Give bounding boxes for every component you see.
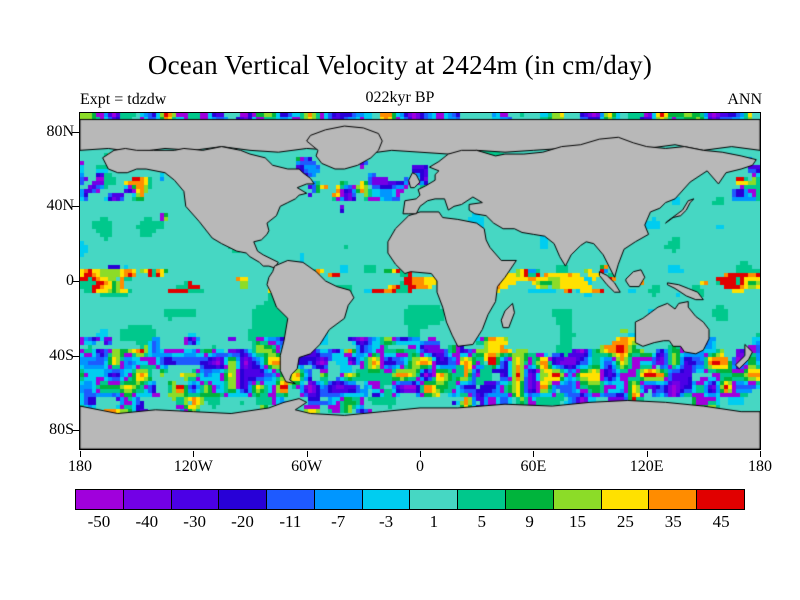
colorbar-tick-label: 45	[712, 512, 730, 531]
colorbar-cell	[76, 490, 124, 509]
x-tick-mark	[80, 451, 81, 457]
colorbar-cell	[410, 490, 459, 509]
x-tick-label: 60W	[291, 458, 323, 475]
colorbar-tick-label: -3	[378, 512, 394, 531]
colorbar-cell	[697, 490, 744, 509]
colorbar-tick-label: -30	[183, 512, 206, 531]
y-tick-label: 40S	[49, 346, 74, 364]
colorbar-tick-label: 25	[616, 512, 634, 531]
colorbar	[75, 489, 745, 510]
map-plot	[79, 112, 761, 450]
colorbar-tick-label: 35	[664, 512, 682, 531]
colorbar-tick-label: -7	[331, 512, 346, 531]
x-tick-mark	[306, 451, 308, 457]
colorbar-cell	[601, 490, 650, 509]
y-tick-label: 40N	[46, 197, 74, 215]
x-tick-mark	[533, 451, 535, 457]
x-tick-label: 0	[416, 458, 424, 475]
y-tick-label: 80N	[46, 122, 74, 140]
colorbar-tick-label: -11	[279, 512, 302, 531]
colorbar-cell	[458, 490, 507, 509]
y-tick-label: 80S	[49, 421, 74, 439]
y-tick-label: 0	[66, 272, 74, 289]
x-tick-mark	[760, 451, 761, 457]
x-tick-mark	[193, 451, 195, 457]
colorbar-cell	[506, 490, 554, 509]
x-tick-label: 180	[748, 458, 772, 475]
figure-title: Ocean Vertical Velocity at 2424m (in cm/…	[147, 50, 653, 80]
x-tick-mark	[420, 451, 421, 457]
season-label: ANN	[727, 91, 762, 108]
map-canvas	[80, 113, 760, 449]
x-tick-label: 60E	[520, 458, 547, 475]
time-label: 022kyr BP	[365, 89, 435, 106]
x-tick-mark	[646, 451, 648, 457]
y-tick-mark	[72, 281, 79, 282]
x-tick-label: 120W	[173, 458, 213, 475]
x-tick-label: 120E	[629, 458, 664, 475]
y-tick-mark	[72, 430, 79, 432]
colorbar-tick-label: 5	[477, 512, 487, 531]
colorbar-tick-label: -20	[231, 512, 254, 531]
colorbar-cell	[314, 490, 363, 509]
colorbar-cell	[219, 490, 268, 509]
colorbar-cell	[553, 490, 602, 509]
y-tick-mark	[72, 131, 79, 133]
experiment-label: Expt = tdzdw	[80, 91, 167, 108]
colorbar-tick-label: 1	[429, 512, 439, 531]
colorbar-cell	[123, 490, 172, 509]
colorbar-cell	[267, 490, 315, 509]
colorbar-tick-label: 15	[569, 512, 586, 531]
colorbar-cell	[171, 490, 220, 509]
colorbar-cell	[649, 490, 698, 509]
colorbar-tick-label: -40	[135, 512, 159, 531]
x-tick-label: 180	[68, 458, 92, 475]
colorbar-cell	[362, 490, 411, 509]
y-tick-mark	[72, 355, 79, 357]
colorbar-tick-label: -50	[87, 512, 111, 531]
colorbar-tick-label: 9	[525, 512, 534, 531]
y-tick-mark	[72, 206, 79, 208]
